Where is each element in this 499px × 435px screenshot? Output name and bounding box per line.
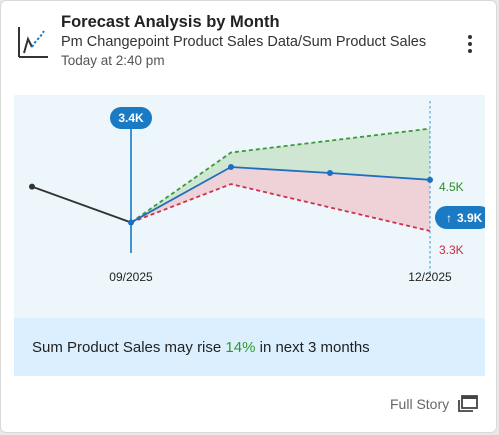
- card-subtitle: Pm Changepoint Product Sales Data/Sum Pr…: [61, 34, 427, 50]
- forecast-line: [130, 166, 431, 224]
- forecast-end-point: [427, 176, 433, 183]
- more-vertical-icon[interactable]: [459, 33, 481, 55]
- forecast-point: [327, 169, 333, 176]
- forecast-chart-svg: 3.4K ↑ 3.9K 4.5K 3.3K 09/2025 12/2025: [29, 101, 485, 284]
- forecast-point: [228, 164, 234, 171]
- insight-text: Sum Product Sales may rise 14% in next 3…: [32, 339, 370, 356]
- card-title: Forecast Analysis by Month: [61, 13, 280, 31]
- changepoint-point: [128, 219, 134, 226]
- upper-band: [131, 128, 430, 223]
- full-story-link[interactable]: Full Story: [390, 394, 479, 414]
- forecast-end-badge: ↑ 3.9K: [435, 206, 485, 229]
- actual-point: [29, 183, 35, 190]
- upper-bound-label: 4.5K: [439, 180, 464, 194]
- card-timestamp: Today at 2:40 pm: [61, 53, 165, 68]
- insight-banner: Sum Product Sales may rise 14% in next 3…: [14, 318, 485, 376]
- arrow-up-icon: ↑: [446, 211, 452, 225]
- open-window-icon: [458, 395, 479, 412]
- upper-bound-line: [130, 127, 431, 224]
- changepoint-value-badge: 3.4K: [110, 107, 152, 129]
- card-header: Forecast Analysis by Month Pm Changepoin…: [1, 1, 496, 87]
- x-tick-label: 09/2025: [109, 270, 153, 284]
- forecast-chart-icon: [18, 27, 48, 58]
- forecast-chart: 3.4K ↑ 3.9K 4.5K 3.3K 09/2025 12/2025: [14, 95, 485, 318]
- lower-bound-label: 3.3K: [439, 243, 464, 257]
- changepoint-value-label: 3.4K: [118, 111, 144, 125]
- lower-bound-line: [130, 183, 431, 232]
- insight-percent: 14%: [225, 338, 256, 356]
- full-story-label: Full Story: [390, 396, 450, 412]
- forecast-end-value-label: 3.9K: [457, 211, 483, 225]
- x-tick-label: 12/2025: [408, 270, 452, 284]
- actual-line: [31, 185, 132, 224]
- insight-prefix: Sum Product Sales may rise: [32, 338, 226, 356]
- insight-suffix: in next 3 months: [255, 338, 370, 356]
- lower-band: [131, 167, 430, 231]
